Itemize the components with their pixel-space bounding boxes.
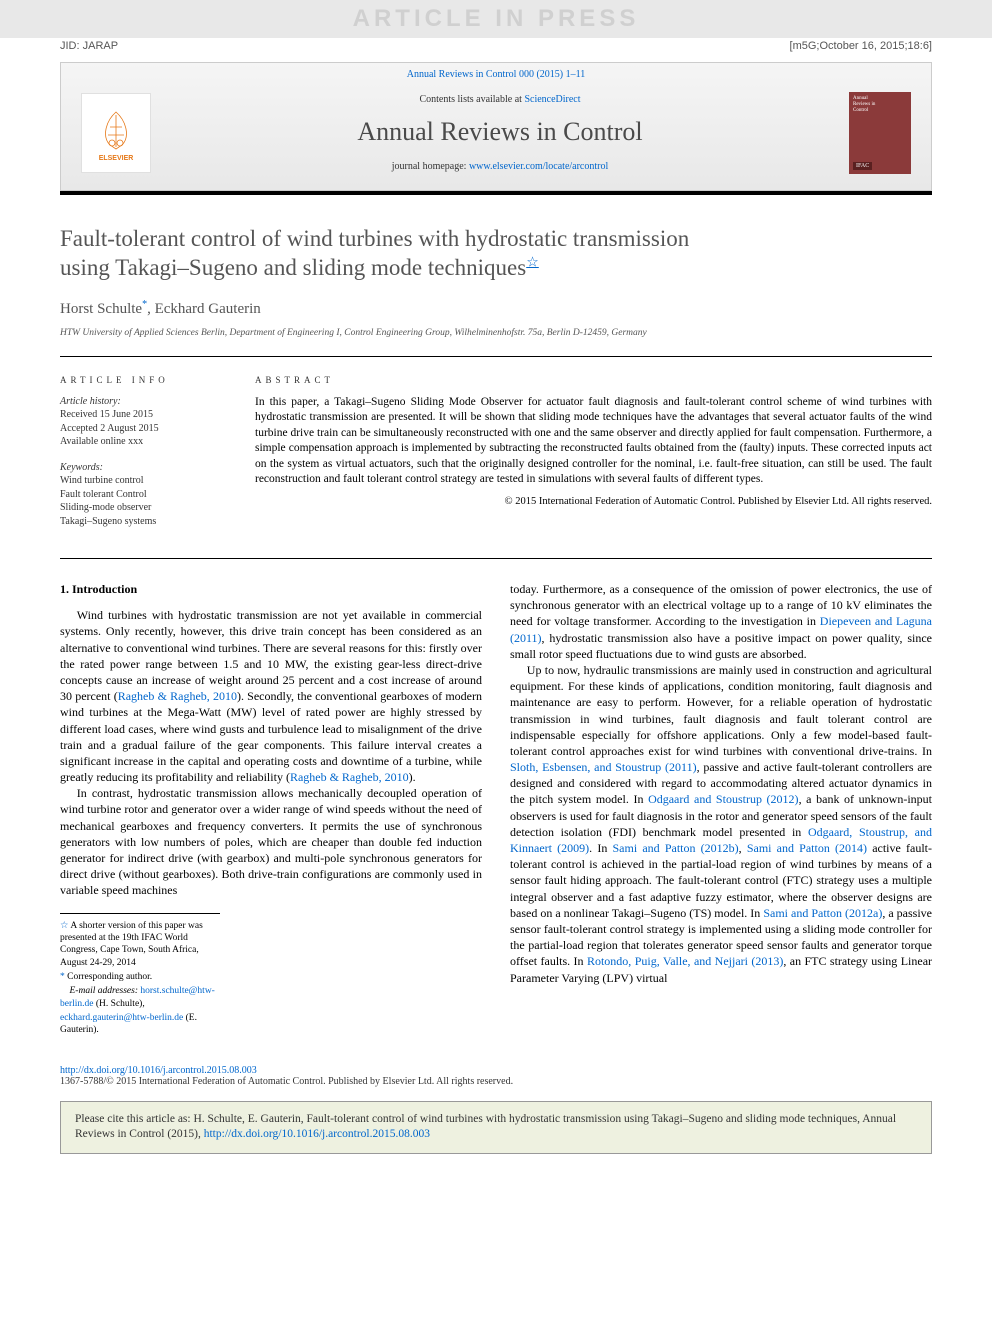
para-4: Up to now, hydraulic transmissions are m… — [510, 662, 932, 986]
section-1-heading: 1. Introduction — [60, 581, 482, 597]
p4a: Up to now, hydraulic transmissions are m… — [510, 663, 932, 758]
issn-line: 1367-5788/© 2015 International Federatio… — [60, 1076, 513, 1087]
sciencedirect-link[interactable]: ScienceDirect — [524, 94, 580, 105]
cite-text: Please cite this article as: H. Schulte,… — [75, 1113, 896, 1141]
cover-title-3: Control — [853, 108, 907, 114]
cite-box: Please cite this article as: H. Schulte,… — [60, 1101, 932, 1154]
elsevier-logo: ELSEVIER — [81, 93, 151, 173]
elsevier-tree-icon — [91, 105, 141, 155]
abstract-label: ABSTRACT — [255, 375, 932, 385]
author-1: Horst Schulte — [60, 301, 142, 317]
para-2: In contrast, hydrostatic transmission al… — [60, 785, 482, 898]
p4e: , — [739, 841, 747, 855]
abstract-text: In this paper, a Takagi–Sugeno Sliding M… — [255, 395, 932, 488]
keyword-4: Takagi–Sugeno systems — [60, 515, 225, 529]
ref-ragheb-1[interactable]: Ragheb & Ragheb, 2010 — [118, 689, 237, 703]
para-3: today. Furthermore, as a consequence of … — [510, 581, 932, 662]
journal-header: Annual Reviews in Control 000 (2015) 1–1… — [60, 62, 932, 191]
elsevier-label: ELSEVIER — [99, 155, 134, 162]
keyword-1: Wind turbine control — [60, 474, 225, 488]
online-date: Available online xxx — [60, 435, 225, 449]
jid-label: JID: JARAP — [60, 40, 118, 52]
affiliation: HTW University of Applied Sciences Berli… — [60, 328, 932, 338]
journal-cover: Annual Reviews in Control IFAC — [849, 92, 911, 174]
doi-link[interactable]: http://dx.doi.org/10.1016/j.arcontrol.20… — [60, 1065, 257, 1076]
history-label: Article history: — [60, 395, 225, 409]
footnote-star-icon: ☆ — [60, 921, 70, 931]
abstract-copyright: © 2015 International Federation of Autom… — [255, 496, 932, 507]
ref-sami-2012a[interactable]: Sami and Patton (2012a) — [763, 906, 882, 920]
body-columns: 1. Introduction Wind turbines with hydro… — [60, 581, 932, 1037]
ref-ragheb-2[interactable]: Ragheb & Ragheb, 2010 — [290, 770, 409, 784]
rule-bottom — [60, 558, 932, 559]
footnote-corresponding: Corresponding author. — [67, 972, 152, 982]
title-line-1: Fault-tolerant control of wind turbines … — [60, 226, 689, 251]
article-title: Fault-tolerant control of wind turbines … — [60, 225, 932, 283]
footnotes: ☆ A shorter version of this paper was pr… — [60, 913, 220, 1037]
email-1-who: (H. Schulte), — [94, 999, 145, 1009]
homepage-link[interactable]: www.elsevier.com/locate/arcontrol — [469, 161, 608, 172]
issue-line: Annual Reviews in Control 000 (2015) 1–1… — [61, 63, 931, 92]
watermark-text: ARTICLE IN PRESS — [353, 5, 640, 33]
ref-rotondo[interactable]: Rotondo, Puig, Valle, and Nejjari (2013) — [587, 954, 783, 968]
history-block: Article history: Received 15 June 2015 A… — [60, 395, 225, 449]
authors: Horst Schulte*, Eckhard Gauterin — [60, 299, 932, 318]
ref-sami-2014[interactable]: Sami and Patton (2014) — [747, 841, 867, 855]
author-2: Eckhard Gauterin — [155, 301, 261, 317]
homepage-line: journal homepage: www.elsevier.com/locat… — [151, 161, 849, 172]
email-2-link[interactable]: eckhard.gauterin@htw-berlin.de — [60, 1013, 183, 1023]
cover-ifac-badge: IFAC — [853, 162, 872, 170]
ref-sami-2012b[interactable]: Sami and Patton (2012b) — [613, 841, 739, 855]
ref-sloth[interactable]: Sloth, Esbensen, and Stoustrup (2011) — [510, 760, 697, 774]
contents-line: Contents lists available at ScienceDirec… — [151, 94, 849, 105]
author-sep: , — [147, 301, 155, 317]
p1c: ). — [409, 770, 416, 784]
email-label: E-mail addresses: — [70, 986, 139, 996]
watermark-bar: ARTICLE IN PRESS — [0, 0, 992, 38]
p4d: . In — [589, 841, 612, 855]
cite-doi-link[interactable]: http://dx.doi.org/10.1016/j.arcontrol.20… — [204, 1128, 430, 1140]
rule-top — [60, 356, 932, 357]
keywords-label: Keywords: — [60, 461, 225, 475]
build-timestamp: [m5G;October 16, 2015;18:6] — [790, 40, 932, 52]
keywords-block: Keywords: Wind turbine control Fault tol… — [60, 461, 225, 529]
journal-name: Annual Reviews in Control — [151, 117, 849, 147]
received-date: Received 15 June 2015 — [60, 408, 225, 422]
article-info-label: ARTICLE INFO — [60, 375, 225, 385]
p3b: , hydrostatic transmission also have a p… — [510, 631, 932, 661]
ref-odgaard-2012[interactable]: Odgaard and Stoustrup (2012) — [648, 792, 799, 806]
doi-block: http://dx.doi.org/10.1016/j.arcontrol.20… — [0, 1057, 992, 1091]
title-footnote-link[interactable]: ☆ — [526, 255, 539, 270]
accepted-date: Accepted 2 August 2015 — [60, 422, 225, 436]
title-line-2: using Takagi–Sugeno and sliding mode tec… — [60, 255, 526, 280]
contents-pre: Contents lists available at — [419, 94, 524, 105]
footnote-conference: A shorter version of this paper was pres… — [60, 921, 203, 968]
jid-row: JID: JARAP [m5G;October 16, 2015;18:6] — [0, 38, 992, 54]
para-1: Wind turbines with hydrostatic transmiss… — [60, 607, 482, 785]
p1b: ). Secondly, the conventional gearboxes … — [60, 689, 482, 784]
homepage-pre: journal homepage: — [392, 161, 469, 172]
keyword-2: Fault tolerant Control — [60, 488, 225, 502]
keyword-3: Sliding-mode observer — [60, 501, 225, 515]
